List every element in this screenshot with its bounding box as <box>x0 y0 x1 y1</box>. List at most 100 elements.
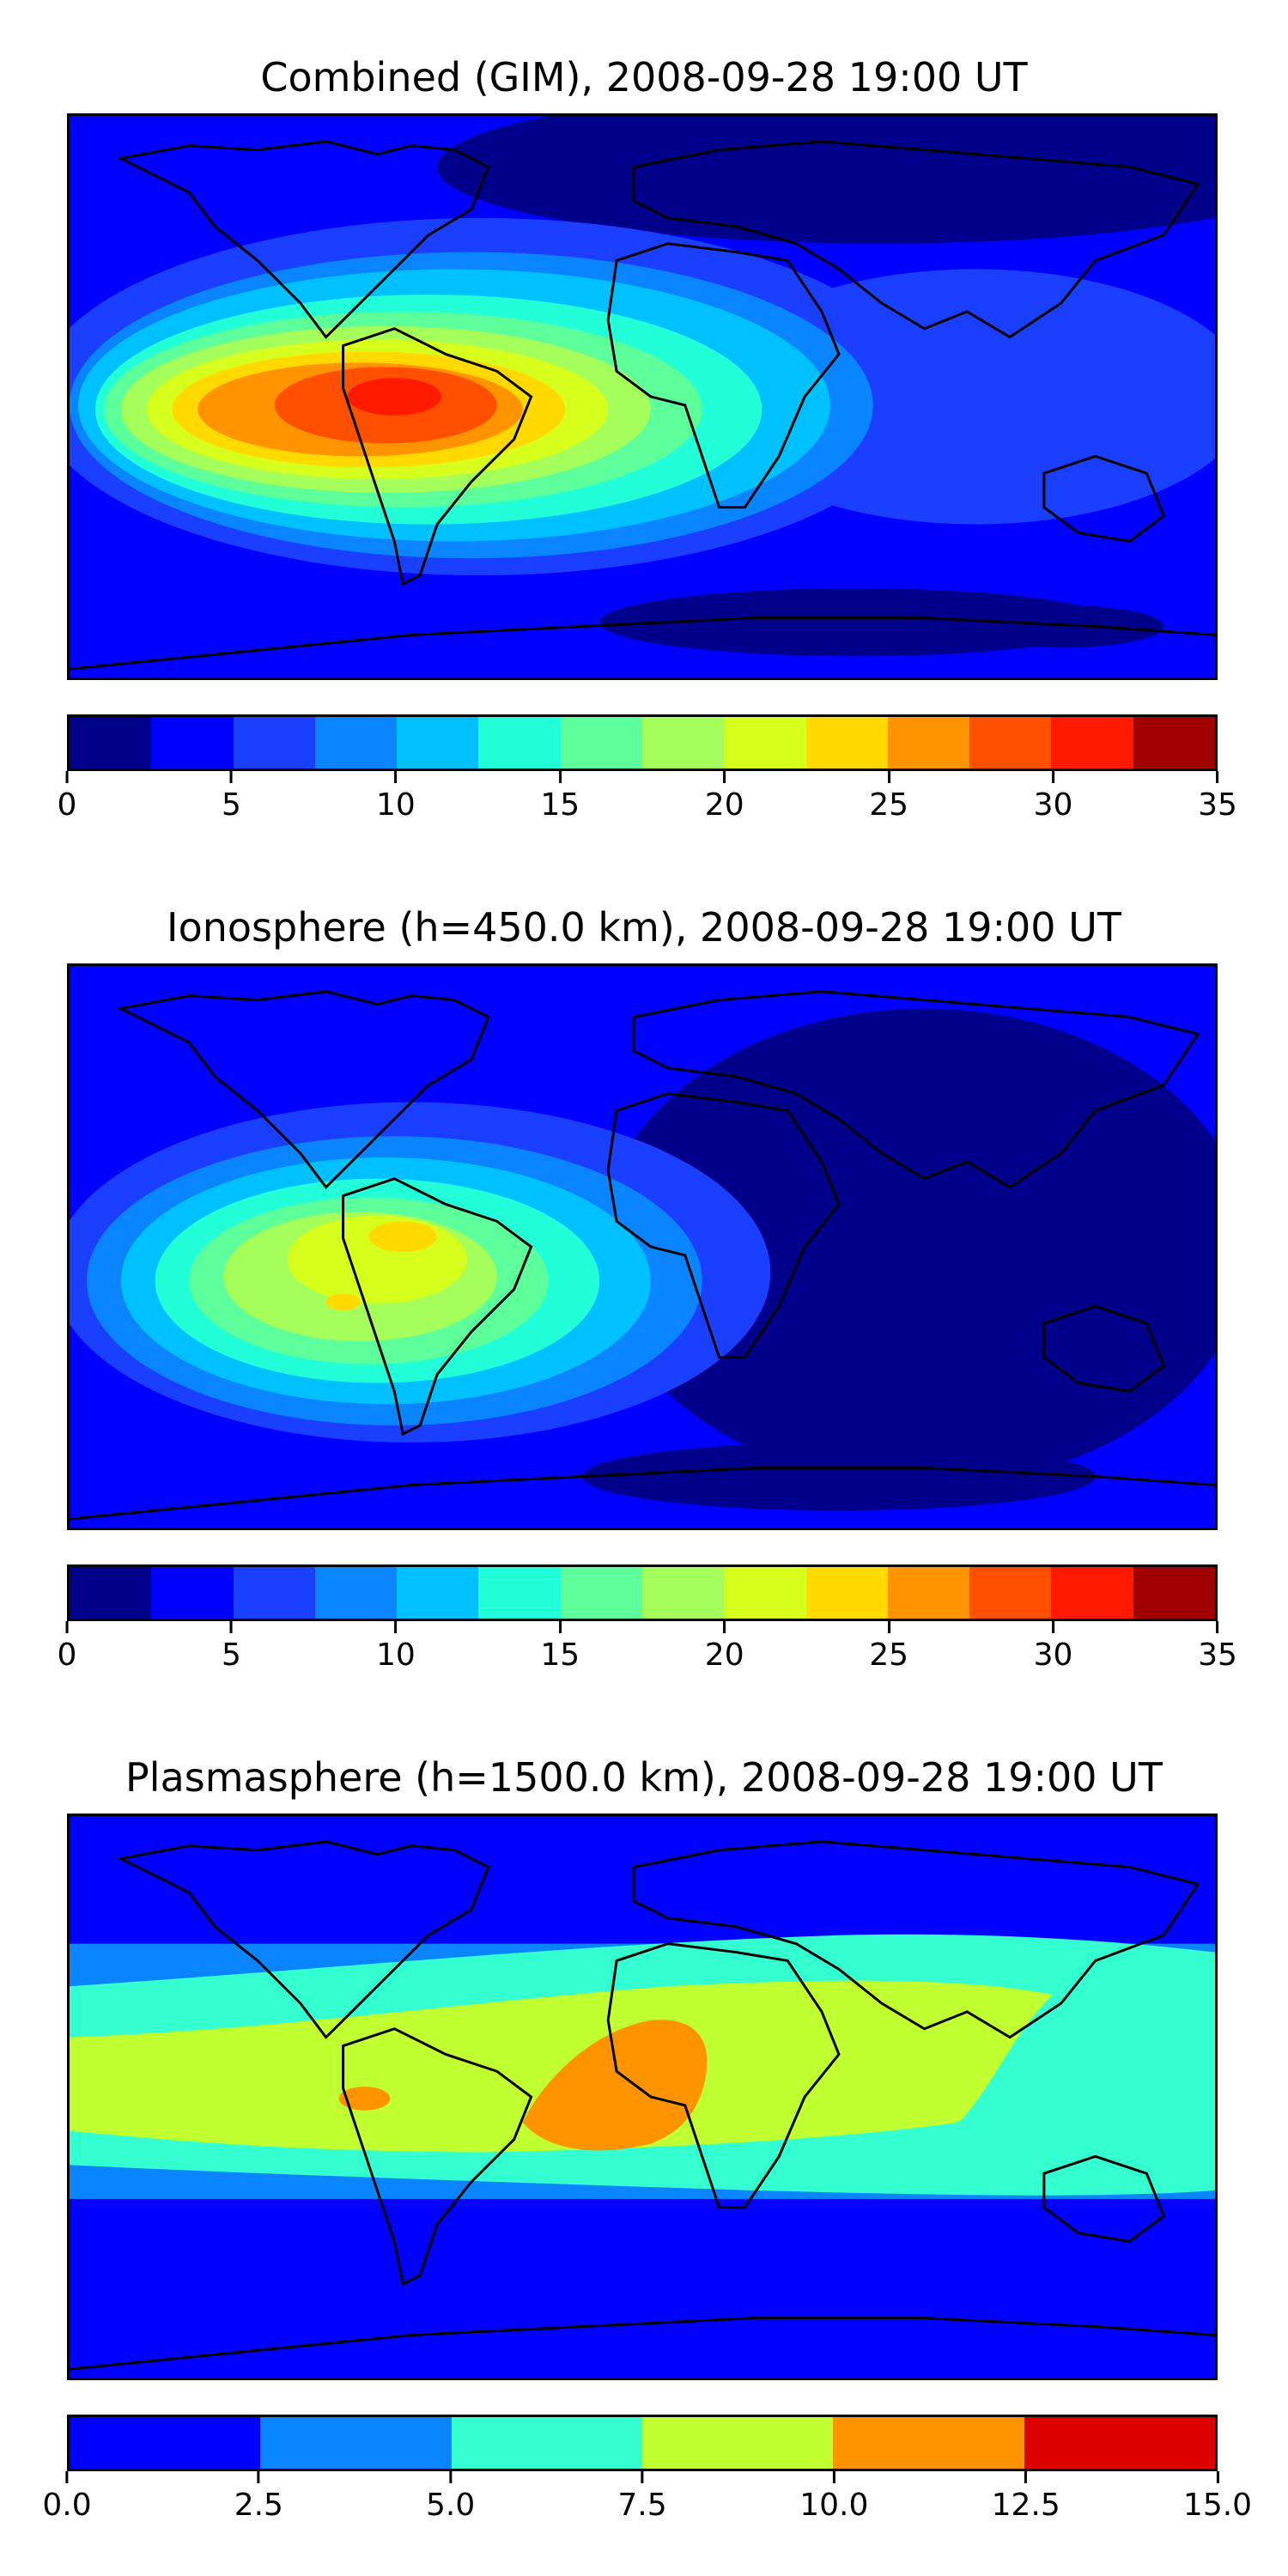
panel-2-colorbar <box>67 1564 1218 1621</box>
p3-tick: 7.5 <box>617 2471 667 2524</box>
p2-coastlines <box>70 990 1215 1521</box>
p1-tick: 30 <box>1034 771 1072 824</box>
p2-tick-label: 5 <box>221 1637 241 1673</box>
panel-3-colorbar <box>67 2415 1218 2471</box>
p3-tick: 0.0 <box>42 2471 92 2524</box>
p1-low-south2 <box>958 605 1164 648</box>
p2-low-south <box>582 1442 1096 1511</box>
p1-cbar-bin-12 <box>969 717 1052 769</box>
p1-cbar-bin-11 <box>887 717 970 769</box>
panel-1-map <box>67 113 1218 680</box>
p3-tick: 15.0 <box>1183 2471 1252 2524</box>
panel-1-field <box>70 116 1215 677</box>
panel-2-colorbar-ticks: 0 5 10 15 20 25 30 35 <box>58 1621 1237 1674</box>
p1-tick: 35 <box>1198 771 1237 824</box>
p2-tick-label: 35 <box>1198 1637 1237 1673</box>
p2-cbar-bin-4 <box>314 1567 398 1619</box>
p1-cbar-bin-9 <box>724 717 806 769</box>
p1-low-north <box>437 116 1215 244</box>
p3-coastlines <box>70 1840 1215 2371</box>
p3-tick: 2.5 <box>234 2471 283 2524</box>
panel-1-colorbar <box>67 714 1218 771</box>
panel-3-map <box>67 1814 1218 2380</box>
p1-cbar-bin-2 <box>151 717 234 769</box>
p1-cbar-bin-10 <box>805 717 888 769</box>
p1-tick: 10 <box>376 771 416 824</box>
p1-tick-label: 5 <box>221 787 241 823</box>
p3-level-5-west <box>338 2087 391 2111</box>
p1-coastlines <box>70 140 1215 671</box>
p3-cbar-bin-3 <box>451 2417 642 2469</box>
p2-tick-label: 30 <box>1033 1637 1073 1673</box>
p2-tick-label: 10 <box>375 1637 416 1673</box>
panel-2-field <box>70 966 1215 1528</box>
p2-cbar-bin-6 <box>478 1567 561 1619</box>
p1-cbar-bin-13 <box>1051 717 1133 769</box>
p3-tick-label: 5.0 <box>426 2488 476 2523</box>
panel-2-map <box>67 963 1218 1530</box>
panel-2-title: Ionosphere (h=450.0 km), 2008-09-28 19:0… <box>167 904 1121 951</box>
p2-cbar-bin-3 <box>233 1567 315 1619</box>
p1-cbar-bin-8 <box>641 717 725 769</box>
p2-tick: 20 <box>705 1621 744 1674</box>
p2-cbar-bin-12 <box>969 1567 1052 1619</box>
p3-cbar-bin-4 <box>641 2417 834 2469</box>
p2-level-10b <box>325 1293 361 1311</box>
p1-tick-label: 10 <box>375 787 416 823</box>
p3-tick-label: 0.0 <box>42 2488 92 2523</box>
p2-cbar-bin-10 <box>805 1567 888 1619</box>
p1-cbar-bin-3 <box>233 717 315 769</box>
p1-tick-label: 25 <box>869 787 909 823</box>
p1-tick: 5 <box>222 771 241 824</box>
p3-cbar-bin-1 <box>70 2417 261 2469</box>
p3-tick-label: 12.5 <box>991 2488 1060 2523</box>
p2-cbar-bin-2 <box>151 1567 234 1619</box>
p3-cbar-bin-2 <box>260 2417 452 2469</box>
p2-tick-label: 0 <box>57 1637 77 1673</box>
p2-cbar-bin-11 <box>887 1567 970 1619</box>
p2-cbar-bin-13 <box>1051 1567 1133 1619</box>
p2-tick: 15 <box>540 1621 580 1674</box>
p1-tick: 20 <box>705 771 744 824</box>
panel-3-field <box>70 1816 1215 2378</box>
p1-cbar-bin-7 <box>560 717 642 769</box>
p3-tick: 12.5 <box>992 2471 1060 2524</box>
p2-cbar-bin-1 <box>70 1567 152 1619</box>
p1-tick: 15 <box>540 771 580 824</box>
p2-low-east <box>599 1008 1215 1485</box>
p1-cbar-bin-5 <box>397 717 479 769</box>
p1-cbar-bin-4 <box>314 717 398 769</box>
p2-tick-label: 20 <box>704 1637 744 1673</box>
panel-3-colorbar-ticks: 0.0 2.5 5.0 7.5 10.0 12.5 15.0 <box>42 2471 1252 2524</box>
p3-tick-label: 10.0 <box>799 2488 869 2523</box>
p2-cbar-bin-9 <box>724 1567 806 1619</box>
p3-cbar-bin-5 <box>833 2417 1024 2469</box>
p2-tick: 35 <box>1198 1621 1237 1674</box>
p2-cbar-bin-5 <box>397 1567 479 1619</box>
p2-tick: 5 <box>222 1621 241 1674</box>
p2-tick: 30 <box>1033 1621 1073 1674</box>
p1-tick: 25 <box>869 771 908 824</box>
p3-tick-label: 2.5 <box>234 2488 283 2523</box>
p1-tick: 0 <box>58 771 76 824</box>
p2-tick: 0 <box>57 1621 77 1674</box>
p2-tick: 10 <box>376 1621 416 1674</box>
p3-level-5-core <box>522 2020 708 2151</box>
p1-cbar-bin-6 <box>478 717 561 769</box>
p2-level-10 <box>368 1221 438 1252</box>
p3-tick: 10.0 <box>799 2471 868 2524</box>
p2-cbar-bin-8 <box>641 1567 725 1619</box>
p1-level-13 <box>347 378 442 416</box>
p2-tick-label: 15 <box>540 1637 580 1673</box>
p1-tick-label: 20 <box>704 787 744 823</box>
p3-tick: 5.0 <box>426 2471 475 2524</box>
panel-3-title: Plasmasphere (h=1500.0 km), 2008-09-28 1… <box>125 1754 1163 1801</box>
p2-tick: 25 <box>869 1621 908 1674</box>
p2-tick-label: 25 <box>869 1637 909 1673</box>
p1-tick-label: 35 <box>1198 787 1237 823</box>
panel-1-title: Combined (GIM), 2008-09-28 19:00 UT <box>260 54 1028 100</box>
p1-cbar-bin-1 <box>70 717 152 769</box>
panel-1-colorbar-ticks: 0 5 10 15 20 25 30 35 <box>58 771 1237 824</box>
p1-tick-label: 15 <box>540 787 580 823</box>
p3-tick-label: 7.5 <box>617 2488 667 2523</box>
